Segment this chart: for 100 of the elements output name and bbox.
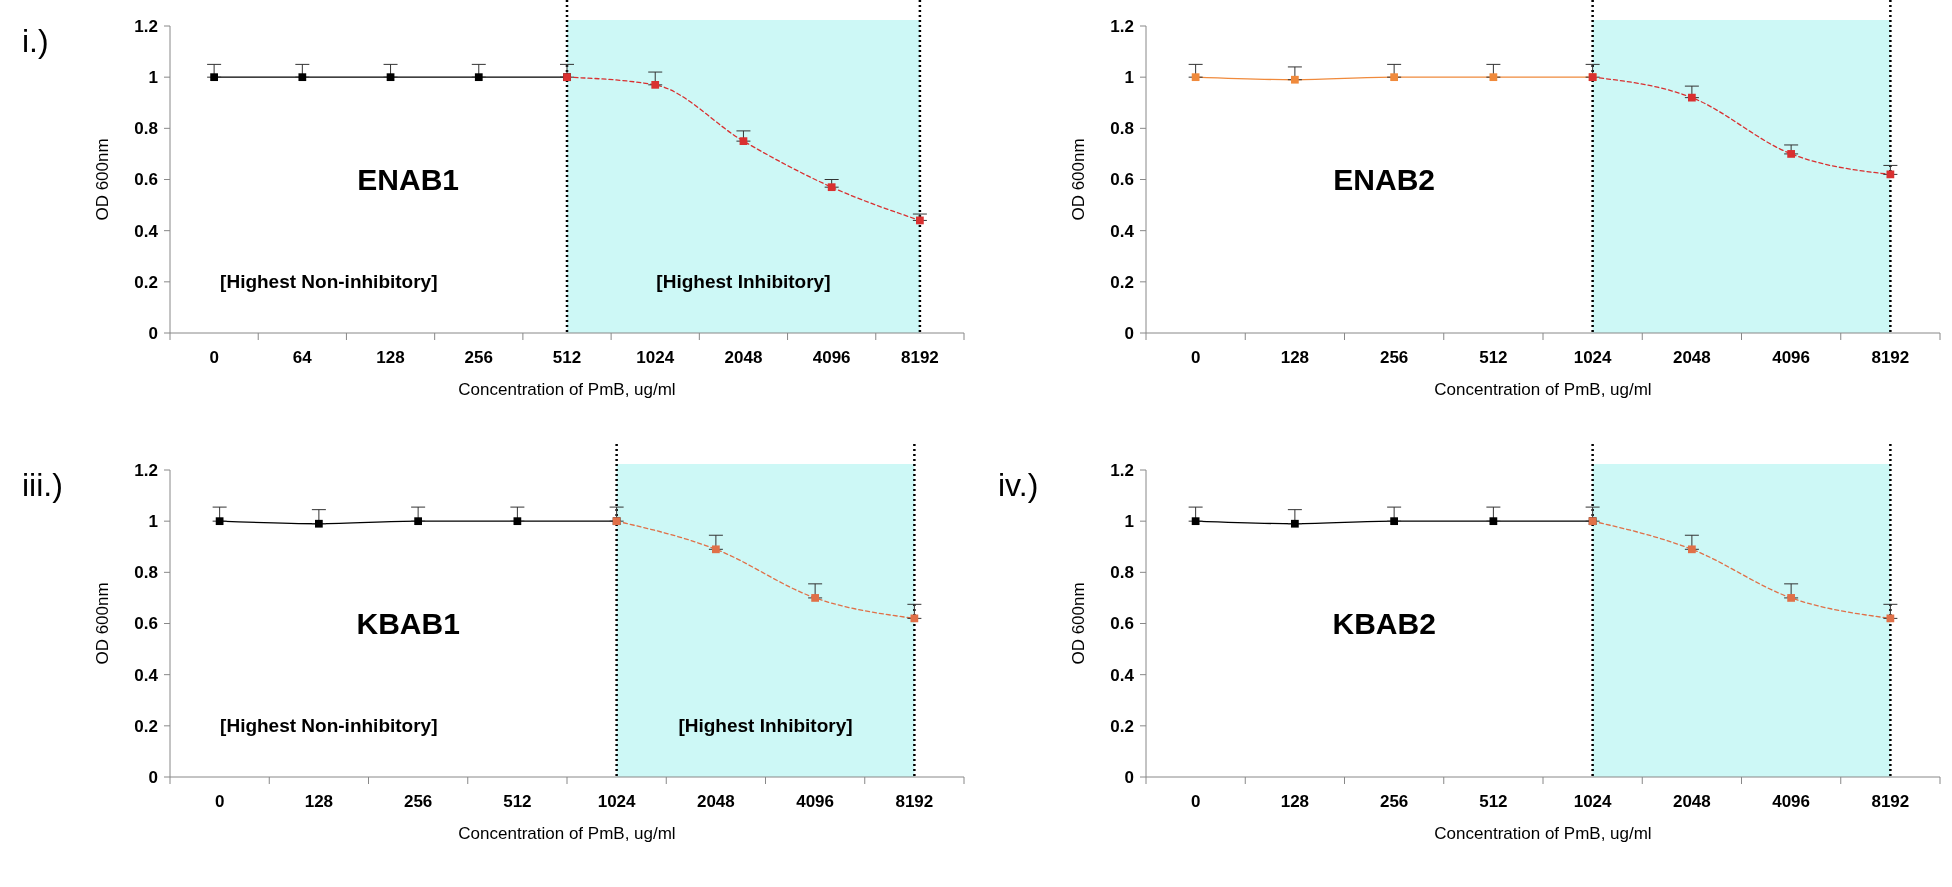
x-tick-label: 0 [214,792,225,811]
x-tick-label: 2048 [1672,792,1711,811]
x-tick-label: 1024 [597,792,637,811]
x-tick-label: 2048 [696,792,735,811]
y-axis-title: OD 600nm [93,582,112,665]
x-axis-title: Concentration of PmB, ug/ml [458,380,676,399]
y-tick-label: 0.4 [134,665,159,685]
y-tick-label: 1 [148,512,158,532]
y-tick-label: 0.6 [134,170,158,190]
point [474,73,483,82]
chart-title: iv.) [998,467,1039,503]
y-tick-label: 0.2 [134,272,158,292]
x-tick-label: 4096 [1772,792,1811,811]
x-tick-label: 64 [292,348,313,367]
x-axis-title: Concentration of PmB, ug/ml [1434,380,1652,399]
point [1688,545,1696,554]
x-tick-label: 8192 [900,348,939,367]
x-tick-label: 0 [1190,348,1201,367]
x-tick-label: 8192 [1871,792,1910,811]
point [215,517,224,526]
x-tick-label: 1024 [1573,792,1613,811]
annotation: [Highest Inhibitory] [656,271,831,293]
point [1787,150,1795,158]
x-tick-label: 0 [209,348,219,367]
y-tick-label: 0.6 [134,614,158,634]
x-tick-label: 128 [304,792,334,811]
x-tick-label: 8192 [1871,348,1910,367]
y-tick-label: 0.6 [1110,170,1134,190]
point [1787,594,1795,602]
x-tick-label: 1024 [1573,348,1613,367]
x-tick-label: 1024 [636,348,675,367]
y-tick-label: 1.2 [134,460,158,480]
point [827,183,836,192]
y-tick-label: 0.2 [134,716,158,736]
x-tick-label: 256 [403,792,433,811]
x-axis-title: Concentration of PmB, ug/ml [1434,824,1652,843]
annotation: [Highest Non-inhibitory] [220,715,438,737]
y-tick-label: 0.8 [1110,119,1134,139]
annotation: [Highest Inhibitory] [678,715,853,737]
point [739,137,748,145]
point [1688,93,1696,102]
x-tick-label: 4096 [796,792,835,811]
annotation: KBAB2 [1332,607,1436,640]
x-tick-label: 128 [1280,348,1310,367]
y-tick-label: 0.4 [1110,665,1135,685]
x-tick-label: 256 [1379,792,1409,811]
y-tick-label: 0.4 [1110,221,1135,241]
point [811,594,819,602]
y-tick-label: 0.6 [1110,614,1134,634]
point [1191,73,1200,82]
x-tick-label: 4096 [812,348,851,367]
y-tick-label: 0 [148,767,158,787]
y-tick-label: 1 [1124,68,1134,88]
point [315,519,323,528]
point [210,73,218,82]
y-tick-label: 0 [148,323,158,343]
x-tick-label: 512 [1479,348,1508,367]
x-axis-title: Concentration of PmB, ug/ml [458,824,676,843]
annotation: KBAB1 [356,607,460,640]
x-tick-label: 512 [503,792,532,811]
y-tick-label: 1.2 [1110,460,1134,480]
y-tick-label: 0 [1124,767,1134,787]
x-tick-label: 256 [464,348,493,367]
y-axis-title: OD 600nm [93,138,112,221]
point [1390,73,1398,82]
point [712,545,720,554]
y-tick-label: 0.8 [134,119,158,139]
y-tick-label: 0 [1124,323,1134,343]
annotation: ENAB1 [357,163,460,196]
y-tick-label: 0.2 [1110,716,1134,736]
y-axis-title: OD 600nm [1069,138,1088,221]
point [298,73,307,82]
point [1291,75,1299,84]
y-tick-label: 1.2 [134,16,158,36]
y-axis-title: OD 600nm [1069,582,1088,665]
point [651,80,660,89]
point [1191,517,1200,526]
point [513,517,522,526]
x-tick-label: 4096 [1772,348,1811,367]
y-tick-label: 0.4 [134,221,159,241]
y-tick-label: 0.8 [134,563,158,583]
point [414,517,422,526]
point [386,73,395,82]
x-tick-label: 256 [1379,348,1409,367]
x-tick-label: 2048 [1672,348,1711,367]
y-tick-label: 1 [148,68,158,88]
y-tick-label: 0.8 [1110,563,1134,583]
chart-title: iii.) [22,467,63,503]
x-tick-label: 128 [376,348,405,367]
y-tick-label: 1.2 [1110,16,1134,36]
y-tick-label: 1 [1124,512,1134,532]
x-tick-label: 2048 [724,348,763,367]
point [1489,73,1498,82]
x-tick-label: 512 [552,348,582,367]
point [1489,517,1498,526]
point [1291,519,1299,528]
point [1390,517,1398,526]
x-tick-label: 512 [1479,792,1508,811]
annotation: ENAB2 [1333,163,1436,196]
annotation: [Highest Non-inhibitory] [220,271,438,293]
